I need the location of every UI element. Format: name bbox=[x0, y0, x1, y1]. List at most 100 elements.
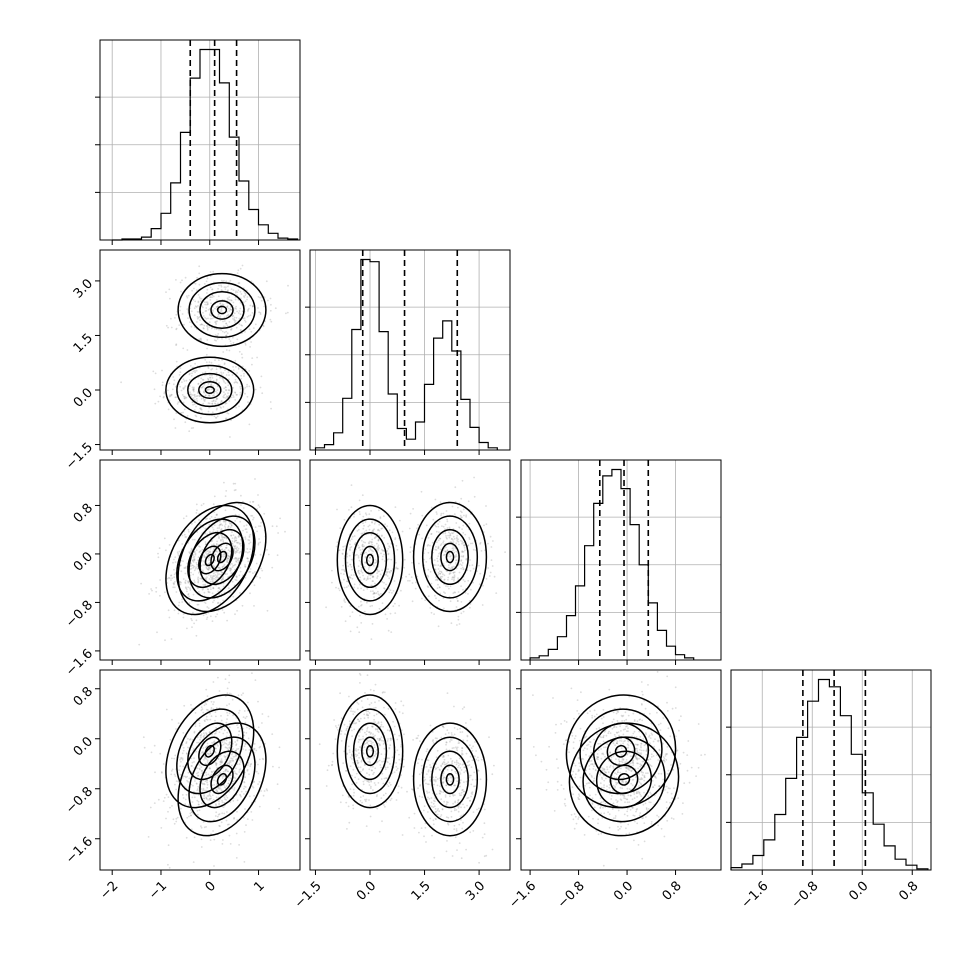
scatter-point bbox=[434, 498, 437, 501]
scatter-point bbox=[215, 379, 218, 382]
scatter-point bbox=[448, 587, 450, 590]
scatter-point bbox=[640, 681, 643, 683]
scatter-point bbox=[182, 746, 185, 749]
scatter-point bbox=[215, 322, 217, 324]
scatter-point bbox=[352, 713, 355, 715]
scatter-point bbox=[413, 812, 416, 815]
scatter-point bbox=[191, 394, 194, 396]
scatter-point bbox=[200, 733, 203, 736]
scatter-point bbox=[229, 389, 232, 391]
scatter-point bbox=[177, 553, 180, 555]
scatter-point bbox=[427, 537, 430, 539]
scatter-point bbox=[208, 566, 210, 569]
scatter-point bbox=[179, 564, 182, 567]
scatter-point bbox=[193, 538, 196, 541]
scatter-point bbox=[445, 585, 447, 587]
scatter-point bbox=[447, 579, 449, 581]
scatter-point bbox=[191, 564, 194, 567]
scatter-point bbox=[239, 570, 242, 573]
scatter-point bbox=[367, 748, 370, 751]
scatter-point bbox=[600, 812, 602, 815]
scatter-point bbox=[638, 730, 641, 733]
scatter-point bbox=[390, 797, 393, 800]
scatter-point bbox=[227, 525, 230, 528]
scatter-point bbox=[388, 570, 391, 573]
scatter-point bbox=[218, 587, 221, 589]
scatter-point bbox=[200, 337, 202, 340]
scatter-point bbox=[674, 735, 677, 738]
scatter-point bbox=[244, 300, 247, 303]
scatter-point bbox=[447, 534, 449, 537]
scatter-point bbox=[189, 391, 191, 394]
scatter-point bbox=[199, 550, 202, 552]
scatter-point bbox=[170, 579, 172, 581]
scatter-point bbox=[195, 397, 198, 400]
scatter-point bbox=[271, 525, 274, 528]
scatter-point bbox=[195, 405, 197, 408]
scatter-point bbox=[355, 772, 358, 775]
scatter-point bbox=[206, 292, 208, 294]
scatter-point bbox=[229, 340, 232, 342]
scatter-point bbox=[247, 560, 250, 563]
scatter-point bbox=[234, 482, 237, 485]
scatter-point bbox=[231, 537, 234, 540]
scatter-point bbox=[235, 558, 238, 560]
scatter-point bbox=[440, 571, 443, 574]
scatter-point bbox=[363, 577, 366, 580]
scatter-point bbox=[167, 408, 170, 411]
scatter-point bbox=[269, 297, 272, 300]
scatter-point bbox=[459, 514, 462, 517]
scatter-point bbox=[205, 798, 208, 800]
scatter-point bbox=[179, 367, 182, 369]
scatter-point bbox=[456, 776, 459, 779]
scatter-point bbox=[172, 818, 175, 821]
scatter-point bbox=[185, 295, 188, 298]
scatter-point bbox=[259, 525, 262, 527]
scatter-point bbox=[187, 771, 190, 774]
scatter-point bbox=[372, 773, 374, 775]
scatter-point bbox=[464, 770, 467, 772]
scatter-point bbox=[467, 544, 470, 547]
scatter-point bbox=[251, 672, 253, 674]
scatter-point bbox=[202, 787, 205, 790]
scatter-point bbox=[194, 725, 197, 728]
scatter-point bbox=[442, 541, 444, 544]
scatter-point bbox=[205, 708, 208, 711]
scatter-point bbox=[219, 523, 222, 526]
scatter-point bbox=[194, 552, 197, 555]
scatter-point bbox=[441, 525, 443, 527]
scatter-point bbox=[261, 722, 263, 724]
scatter-point bbox=[207, 377, 209, 380]
scatter-point bbox=[383, 706, 385, 709]
scatter-point bbox=[447, 732, 450, 734]
scatter-point bbox=[231, 566, 234, 569]
scatter-point bbox=[178, 324, 181, 326]
scatter-point bbox=[168, 382, 171, 385]
scatter-point bbox=[641, 693, 644, 696]
scatter-point bbox=[194, 369, 196, 372]
scatter-point bbox=[595, 713, 598, 716]
scatter-point bbox=[453, 551, 456, 554]
scatter-point bbox=[382, 725, 384, 728]
scatter-point bbox=[458, 543, 460, 546]
scatter-point bbox=[191, 796, 194, 799]
panel-2-1 bbox=[305, 459, 511, 665]
scatter-point bbox=[190, 395, 193, 398]
scatter-point bbox=[253, 605, 255, 607]
scatter-point bbox=[348, 695, 350, 698]
scatter-point bbox=[212, 309, 214, 312]
scatter-point bbox=[421, 796, 424, 798]
scatter-point bbox=[230, 299, 233, 302]
scatter-point bbox=[203, 560, 205, 563]
scatter-point bbox=[453, 761, 456, 764]
scatter-point bbox=[449, 757, 452, 760]
scatter-point bbox=[377, 539, 380, 542]
scatter-point bbox=[164, 639, 166, 642]
scatter-point bbox=[206, 302, 209, 305]
scatter-point bbox=[225, 547, 227, 549]
scatter-point bbox=[197, 382, 200, 385]
scatter-point bbox=[232, 800, 235, 802]
scatter-point bbox=[243, 745, 246, 748]
scatter-point bbox=[368, 566, 371, 568]
scatter-point bbox=[181, 601, 184, 603]
